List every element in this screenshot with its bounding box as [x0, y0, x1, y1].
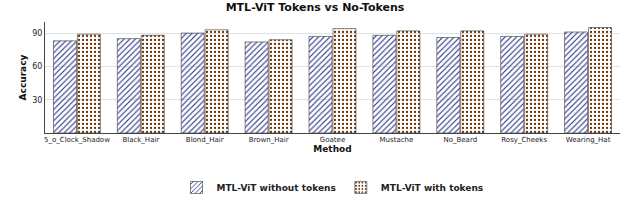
svg-text:90: 90 [32, 29, 42, 38]
svg-text:Rosy_Cheeks: Rosy_Cheeks [501, 136, 547, 144]
svg-text:Wearing_Hat: Wearing_Hat [566, 136, 611, 144]
svg-text:60: 60 [32, 62, 42, 71]
svg-text:Mustache: Mustache [380, 136, 414, 144]
svg-text:MTL-ViT with tokens: MTL-ViT with tokens [381, 183, 483, 193]
svg-text:No_Beard: No_Beard [443, 136, 477, 144]
svg-text:MTL-ViT Tokens vs No-Tokens: MTL-ViT Tokens vs No-Tokens [226, 1, 405, 14]
svg-text:Method: Method [313, 144, 351, 154]
svg-text:Brown_Hair: Brown_Hair [249, 136, 289, 144]
svg-text:5_o_Clock_Shadow: 5_o_Clock_Shadow [44, 136, 110, 144]
svg-text:MTL-ViT without tokens: MTL-ViT without tokens [217, 183, 336, 193]
svg-text:Blond_Hair: Blond_Hair [186, 136, 224, 144]
svg-text:30: 30 [32, 96, 42, 105]
svg-text:Goatee: Goatee [320, 136, 345, 144]
svg-text:Accuracy: Accuracy [18, 54, 28, 100]
svg-text:Black_Hair: Black_Hair [122, 136, 159, 144]
